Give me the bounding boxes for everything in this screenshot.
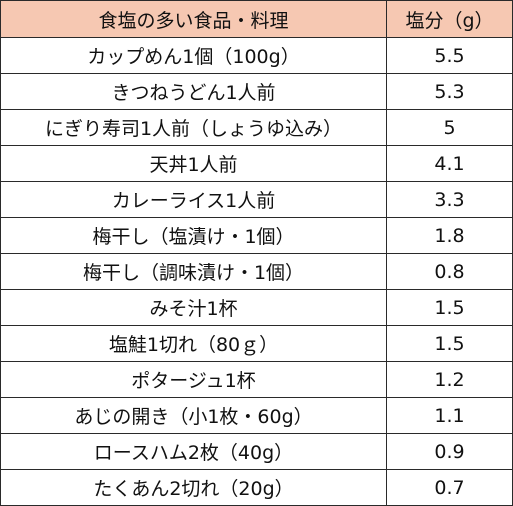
salt-cell: 1.5: [386, 325, 513, 362]
table-row: ロースハム2枚（40g） 0.9: [0, 433, 513, 470]
salt-cell: 5: [386, 109, 513, 146]
food-cell: カレーライス1人前: [0, 181, 387, 218]
food-cell: ポタージュ1杯: [0, 361, 387, 398]
food-cell: 梅干し（塩漬け・1個）: [0, 217, 387, 254]
table-row: あじの開き（小1枚・60g） 1.1: [0, 397, 513, 434]
food-cell: たくあん2切れ（20g）: [0, 469, 387, 506]
salt-cell: 1.8: [386, 217, 513, 254]
food-cell: みそ汁1杯: [0, 289, 387, 326]
table-row: たくあん2切れ（20g） 0.7: [0, 469, 513, 506]
table-row: カレーライス1人前 3.3: [0, 181, 513, 218]
food-cell: にぎり寿司1人前（しょうゆ込み）: [0, 109, 387, 146]
salt-cell: 1.1: [386, 397, 513, 434]
table-row: 梅干し（調味漬け・1個） 0.8: [0, 253, 513, 290]
table-row: カップめん1個（100g） 5.5: [0, 37, 513, 74]
table-row: ポタージュ1杯 1.2: [0, 361, 513, 398]
header-food: 食塩の多い食品・料理: [0, 0, 387, 38]
header-salt: 塩分（g）: [386, 0, 513, 38]
salt-cell: 0.7: [386, 469, 513, 506]
salt-cell: 3.3: [386, 181, 513, 218]
food-cell: ロースハム2枚（40g）: [0, 433, 387, 470]
salt-cell: 1.2: [386, 361, 513, 398]
food-cell: カップめん1個（100g）: [0, 37, 387, 74]
table-row: 梅干し（塩漬け・1個） 1.8: [0, 217, 513, 254]
salt-cell: 5.3: [386, 73, 513, 110]
header-row: 食塩の多い食品・料理 塩分（g）: [0, 0, 513, 38]
table-row: にぎり寿司1人前（しょうゆ込み） 5: [0, 109, 513, 146]
food-cell: 塩鮭1切れ（80ｇ）: [0, 325, 387, 362]
salt-cell: 1.5: [386, 289, 513, 326]
table-row: みそ汁1杯 1.5: [0, 289, 513, 326]
salt-cell: 0.9: [386, 433, 513, 470]
table-row: 塩鮭1切れ（80ｇ） 1.5: [0, 325, 513, 362]
food-cell: きつねうどん1人前: [0, 73, 387, 110]
food-cell: 梅干し（調味漬け・1個）: [0, 253, 387, 290]
salt-cell: 0.8: [386, 253, 513, 290]
salt-cell: 4.1: [386, 145, 513, 182]
table-row: きつねうどん1人前 5.3: [0, 73, 513, 110]
salt-cell: 5.5: [386, 37, 513, 74]
food-cell: あじの開き（小1枚・60g）: [0, 397, 387, 434]
table-row: 天丼1人前 4.1: [0, 145, 513, 182]
food-cell: 天丼1人前: [0, 145, 387, 182]
